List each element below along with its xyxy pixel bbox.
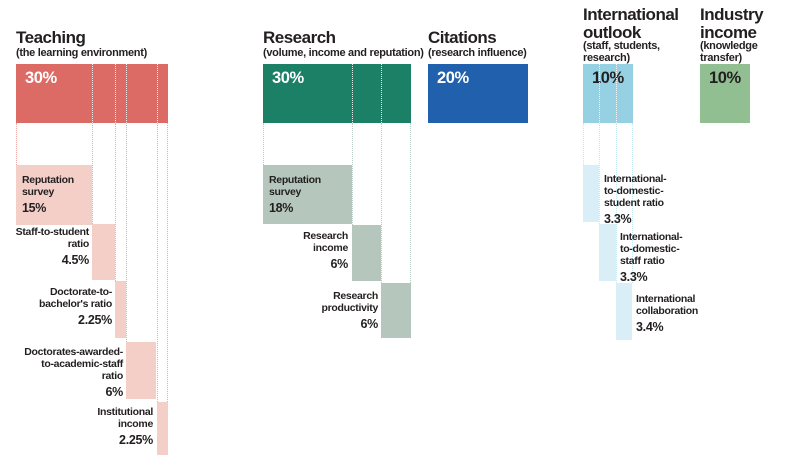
research-productivity-label: Research productivity 6% [322, 290, 379, 331]
indicator-value: 3.3% [620, 270, 648, 284]
indicator-value: 3.3% [604, 212, 632, 226]
research-main-bar: 30% [263, 64, 411, 123]
dotted-connector [115, 123, 116, 281]
indicator-label: Doctorates-awarded- to-academic-staff ra… [24, 346, 123, 382]
teaching-reputation-survey-bar [16, 165, 92, 225]
research-income-bar [352, 225, 381, 281]
teaching-doctorate-bachelor-bar [115, 281, 126, 338]
international-main-bar: 10% [583, 64, 633, 123]
divider-line [115, 64, 116, 123]
indicator-value: 2.25% [119, 433, 153, 447]
indicator-label: Reputation survey [22, 174, 74, 198]
research-weight: 30% [272, 69, 304, 87]
teaching-subtitle: (the learning environment) [16, 47, 147, 59]
indicator-label: International collaboration [636, 293, 699, 317]
international-staff-ratio-bar [599, 224, 616, 281]
indicator-value: 4.5% [61, 253, 90, 267]
divider-line [616, 64, 617, 123]
dotted-connector [410, 123, 411, 283]
indicator-label: Doctorate-to- bachelor's ratio [39, 286, 112, 310]
teaching-doctorate-bachelor-label: Doctorate-to- bachelor's ratio 2.25% [39, 286, 112, 327]
teaching-doctorates-awarded-bar [126, 342, 156, 399]
teaching-institutional-income-label: Institutional income 2.25% [97, 406, 153, 447]
dotted-connector [583, 123, 584, 165]
international-subtitle: (staff, students, research) [583, 40, 660, 64]
indicator-label: Institutional income [97, 406, 153, 430]
dotted-connector [632, 123, 633, 283]
dotted-connector [381, 123, 382, 283]
industry-main-bar: 10% [700, 64, 750, 123]
teaching-title: Teaching [16, 28, 86, 47]
citations-weight: 20% [437, 69, 469, 87]
indicator-value: 6% [105, 385, 124, 399]
divider-line [126, 64, 127, 123]
dotted-connector [157, 123, 158, 402]
industry-weight: 10% [709, 69, 741, 87]
divider-line [92, 64, 93, 123]
teaching-reputation-survey-label: Reputation survey 15% [22, 174, 74, 215]
international-title: International outlook [583, 5, 679, 42]
divider-line [352, 64, 353, 123]
divider-line [157, 64, 158, 123]
international-collaboration-label: International collaboration 3.4% [636, 293, 698, 334]
indicator-value: 6% [360, 317, 379, 331]
international-weight: 10% [592, 69, 624, 87]
dotted-connector [92, 123, 93, 224]
teaching-institutional-income-bar [157, 402, 168, 455]
indicator-value: 15% [22, 201, 47, 215]
teaching-main-bar: 30% [16, 64, 168, 123]
teaching-doctorates-awarded-label: Doctorates-awarded- to-academic-staff ra… [24, 346, 123, 399]
research-title: Research [263, 28, 336, 47]
industry-title: Industry income [700, 5, 764, 42]
dotted-connector [263, 123, 264, 165]
indicator-label: International- to-domestic- staff ratio [620, 231, 683, 267]
research-reputation-survey-label: Reputation survey 18% [269, 174, 321, 215]
citations-title: Citations [428, 28, 497, 47]
teaching-weight: 30% [25, 69, 57, 87]
dotted-connector [599, 123, 600, 224]
dotted-connector [167, 123, 168, 402]
dotted-connector [616, 123, 617, 283]
citations-main-bar: 20% [428, 64, 528, 123]
divider-line [381, 64, 382, 123]
research-reputation-survey-bar [263, 165, 352, 224]
international-collaboration-bar [616, 283, 632, 340]
teaching-staff-student-label: Staff-to-student ratio 4.5% [15, 226, 90, 267]
research-subtitle: (volume, income and reputation) [263, 47, 424, 59]
international-student-ratio-bar [583, 165, 599, 222]
indicator-label: Staff-to-student ratio [15, 226, 90, 250]
research-productivity-bar [381, 283, 411, 338]
indicator-label: Research income [303, 230, 348, 254]
dotted-connector [352, 123, 353, 225]
citations-subtitle: (research influence) [428, 47, 527, 59]
indicator-label: Reputation survey [269, 174, 321, 198]
dotted-connector [126, 123, 127, 342]
divider-line [599, 64, 600, 123]
industry-subtitle: (knowledge transfer) [700, 40, 758, 64]
teaching-staff-student-bar [92, 224, 115, 280]
indicator-value: 2.25% [78, 313, 112, 327]
indicator-label: International- to-domestic- student rati… [604, 173, 667, 209]
indicator-value: 18% [269, 201, 294, 215]
indicator-label: Research productivity [321, 290, 379, 314]
international-staff-ratio-label: International- to-domestic- staff ratio … [620, 231, 683, 284]
research-income-label: Research income 6% [303, 230, 348, 271]
international-student-ratio-label: International- to-domestic- student rati… [604, 173, 667, 226]
indicator-value: 6% [330, 257, 349, 271]
indicator-value: 3.4% [636, 320, 664, 334]
dotted-connector [16, 123, 17, 165]
